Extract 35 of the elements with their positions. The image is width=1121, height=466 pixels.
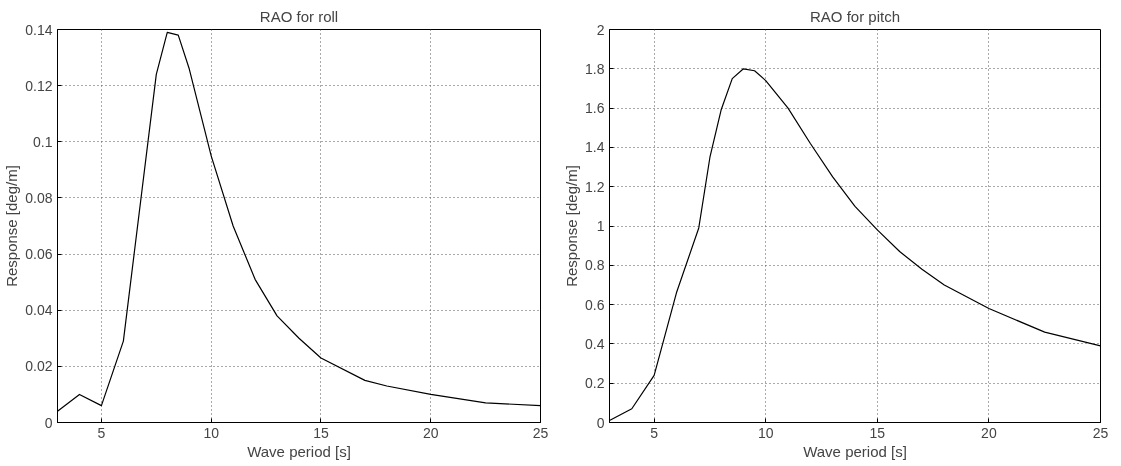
y-tick-label: 0.06 — [25, 246, 53, 263]
y-tick-label: 0.14 — [25, 21, 53, 38]
y-tick-label: 0.1 — [33, 133, 53, 150]
y-tick-label: 0.08 — [25, 189, 53, 206]
x-axis-title: Wave period [s] — [247, 442, 351, 460]
x-tick-label: 10 — [757, 424, 774, 441]
y-tick-label: 2 — [596, 21, 605, 38]
x-tick-label: 15 — [313, 424, 329, 441]
y-axis-title: Response [deg/m] — [3, 165, 21, 287]
x-tick-label: 5 — [97, 424, 106, 441]
chart-title: RAO for roll — [259, 7, 339, 25]
x-tick-label: 5 — [650, 424, 659, 441]
y-tick-label: 0.8 — [585, 257, 605, 274]
y-tick-label: 0.2 — [585, 375, 605, 392]
y-tick-label: 0.02 — [25, 358, 53, 375]
y-tick-label: 1.8 — [585, 60, 605, 77]
x-tick-label: 20 — [981, 424, 997, 441]
x-axis-title: Wave period [s] — [803, 442, 907, 460]
x-tick-label: 25 — [532, 424, 549, 441]
y-tick-label: 1.6 — [585, 100, 605, 117]
x-tick-label: 20 — [422, 424, 439, 441]
y-axis-title: Response [deg/m] — [563, 165, 581, 287]
y-tick-label: 1.4 — [585, 139, 605, 156]
y-tick-label: 0.4 — [585, 335, 605, 352]
y-tick-label: 1.2 — [585, 178, 605, 195]
y-tick-label: 0.04 — [25, 302, 53, 319]
chart-title: RAO for pitch — [809, 7, 901, 25]
y-tick-label: 0 — [596, 414, 605, 431]
x-tick-label: 15 — [869, 424, 886, 441]
y-tick-label: 1 — [596, 218, 605, 234]
y-tick-label: 0.12 — [25, 77, 53, 94]
x-tick-label: 10 — [203, 424, 220, 441]
x-tick-label: 25 — [1092, 424, 1109, 441]
y-tick-label: 0.6 — [585, 296, 605, 313]
y-tick-label: 0 — [44, 414, 53, 431]
